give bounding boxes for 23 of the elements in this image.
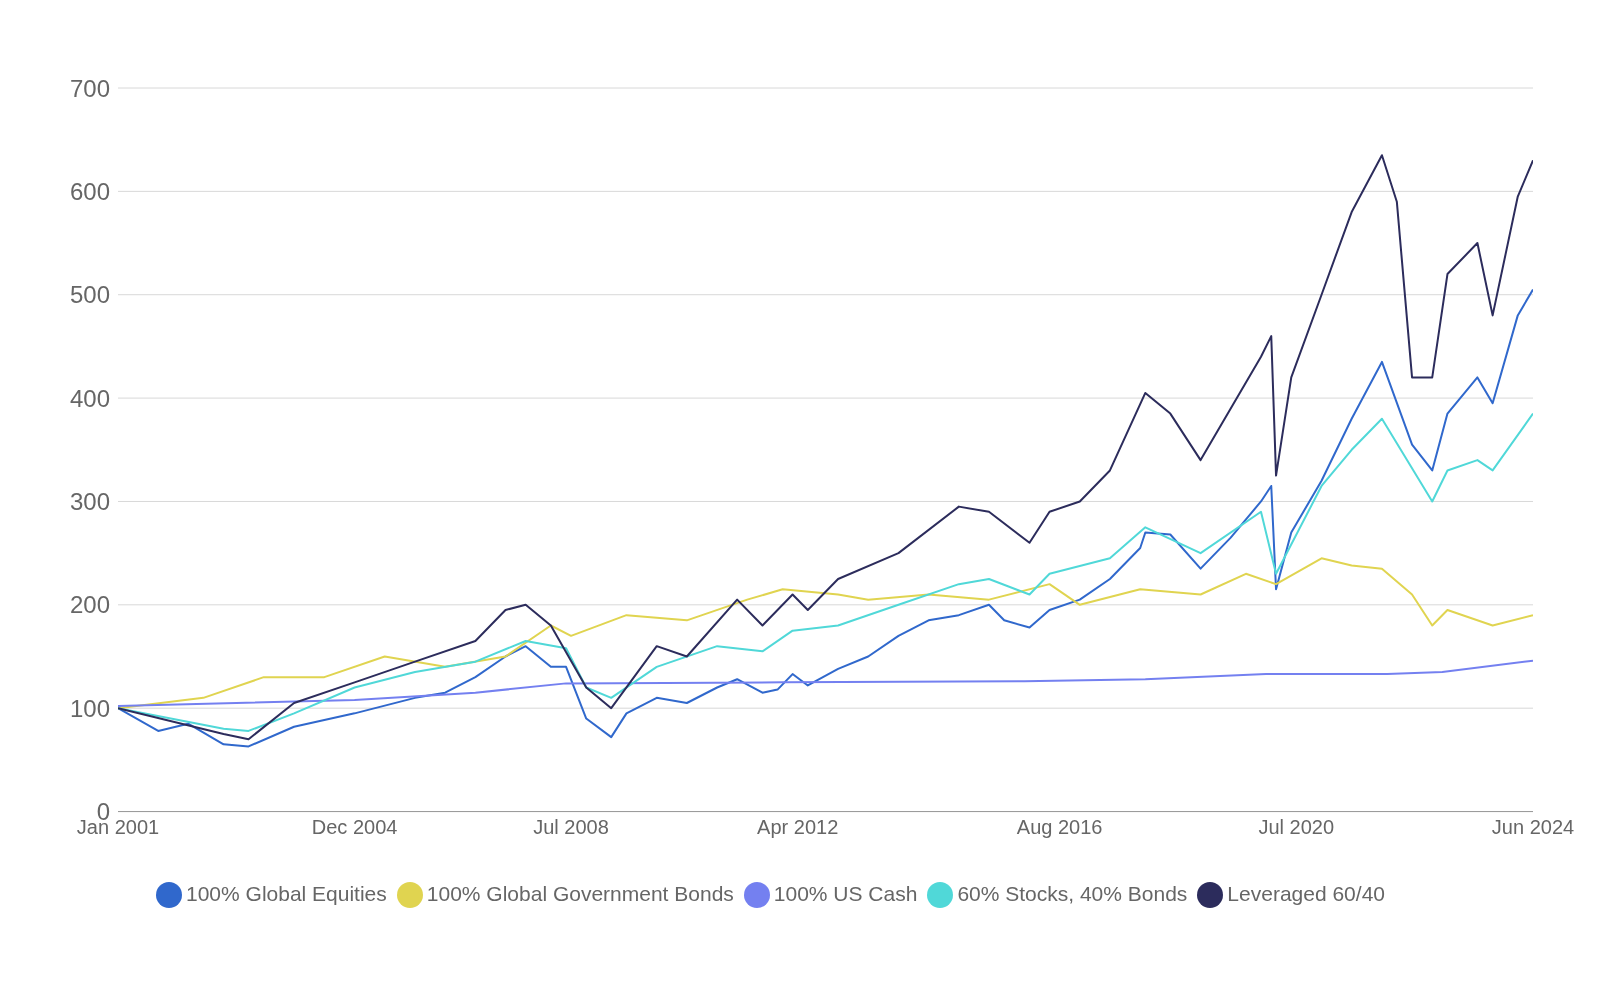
- y-tick-label: 300: [69, 487, 110, 515]
- line-series: [118, 412, 1533, 732]
- y-tick-label: 500: [69, 281, 110, 309]
- legend-label: 100% Global Government Bonds: [426, 881, 734, 905]
- y-tick-label: 700: [69, 74, 110, 102]
- x-tick-label: Aug 2016: [1016, 815, 1103, 838]
- y-tick-label: 100: [69, 694, 110, 722]
- x-tick-label: Jul 2020: [1258, 815, 1335, 838]
- line-series: [118, 557, 1533, 710]
- x-tick-label: Dec 2004: [311, 815, 398, 838]
- legend-label: 100% Global Equities: [186, 881, 387, 905]
- x-tick-label: Apr 2012: [757, 815, 839, 838]
- line-series: [118, 659, 1533, 708]
- x-tick-label: Jul 2008: [533, 815, 609, 838]
- y-tick-label: 600: [69, 177, 110, 205]
- x-tick-label: Jun 2024: [1491, 815, 1575, 838]
- line-series: [118, 154, 1533, 741]
- line-series: [118, 288, 1533, 748]
- y-tick-label: 200: [69, 591, 110, 619]
- legend-label: Leveraged 60/40: [1227, 881, 1385, 905]
- legend-label: 100% US Cash: [773, 881, 918, 905]
- legend-label: 60% Stocks, 40% Bonds: [957, 881, 1188, 905]
- y-tick-label: 400: [69, 384, 110, 412]
